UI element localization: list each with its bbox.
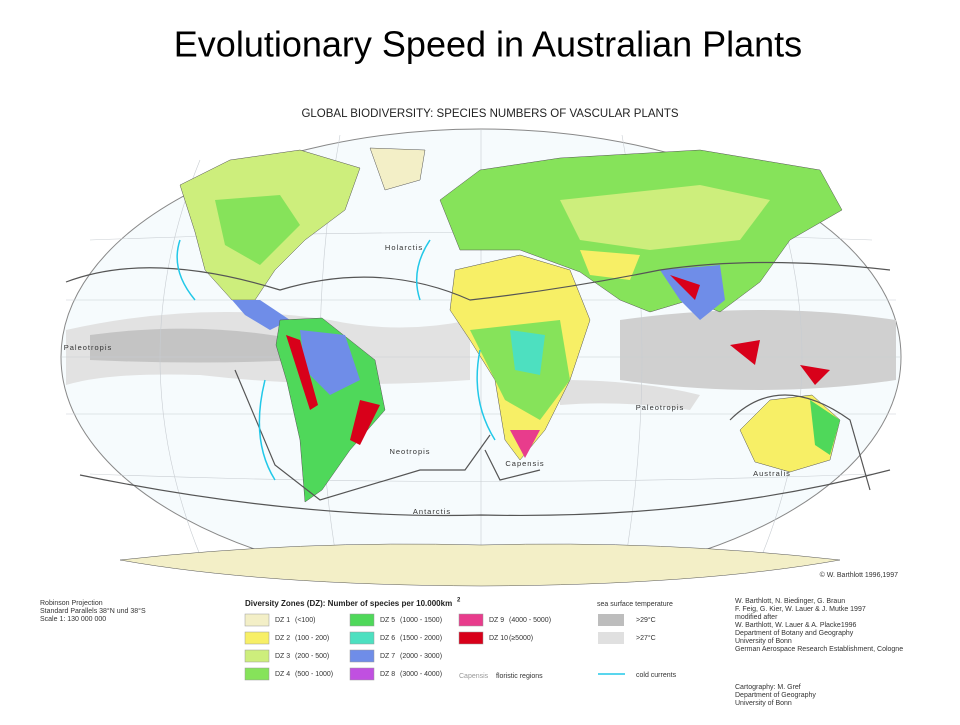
sst-swatch (598, 632, 624, 644)
zone-range: (<100) (295, 617, 315, 624)
zone-swatch (244, 631, 270, 645)
credit-line: German Aerospace Research Establishment,… (735, 646, 903, 653)
zone-label: DZ 8 (380, 671, 395, 678)
zone-swatch (458, 613, 484, 627)
zone-swatch (349, 613, 375, 627)
zone-label: DZ 5 (380, 617, 395, 624)
region-label: Neotropis (389, 447, 430, 456)
cartography-line: Cartography: M. Gref (735, 684, 801, 691)
sst-label: >27°C (636, 634, 656, 642)
zone-swatch (349, 667, 375, 681)
sst-band (560, 380, 700, 410)
region-fill (215, 195, 300, 265)
zone-swatch (458, 631, 484, 645)
zone-label: DZ 9 (489, 617, 504, 624)
region-labels: Holarctis Paleotropis Neotropis Capensis Pal… (64, 243, 791, 516)
floristic-boundaries (65, 261, 891, 517)
zone-swatch (244, 613, 270, 627)
sst-swatch (598, 614, 624, 626)
hotspot (510, 430, 540, 458)
region-label: Holarctis (385, 243, 423, 252)
credit-line: W. Barthlott, N. Biedinger, G. Braun (735, 598, 845, 605)
region-label: Paleotropis (64, 343, 113, 352)
projection-line: Standard Parallels 38°N und 38°S (40, 607, 146, 615)
zone-swatch (244, 667, 270, 681)
sst-label: >29°C (636, 616, 656, 624)
region-fill (510, 330, 545, 375)
map-heading: GLOBAL BIODIVERSITY: SPECIES NUMBERS OF … (301, 108, 678, 120)
cartography-line: Department of Geography (735, 692, 816, 699)
zones-title-sup: 2 (457, 598, 461, 604)
zone-range: (1500 - 2000) (400, 635, 442, 642)
zone-range: (100 - 200) (295, 635, 329, 642)
region-fill (560, 185, 770, 250)
hotspot (670, 275, 830, 385)
zone-label: DZ 6 (380, 635, 395, 642)
zone-swatch (349, 631, 375, 645)
credit-line: University of Bonn (735, 638, 792, 645)
antarctica (119, 543, 841, 587)
greenland (369, 147, 426, 191)
zone-range: (3000 - 4000) (400, 671, 442, 678)
zone-range: (≥5000) (509, 635, 533, 642)
zone-label: DZ 7 (380, 653, 395, 660)
cold-currents (176, 239, 496, 481)
zone-range: (200 - 500) (295, 653, 329, 660)
legend: Diversity Zones (DZ): Number of species … (40, 598, 903, 707)
region-fill (810, 400, 840, 455)
zone-swatch (349, 649, 375, 663)
cartography-line: University of Bonn (735, 700, 792, 707)
projection-line: Scale 1: 130 000 000 (40, 616, 106, 623)
floristic-text: floristic regions (496, 673, 543, 680)
zone-label: DZ 4 (275, 671, 290, 678)
zone-range: (500 - 1000) (295, 671, 333, 678)
slide-title: Evolutionary Speed in Australian Plants (174, 24, 802, 65)
cold-currents-label: cold currents (636, 672, 677, 679)
zone-label: DZ 2 (275, 635, 290, 642)
map (60, 128, 902, 587)
credit-line: Department of Botany and Geography (735, 630, 854, 637)
credit-line: F. Feig, G. Kier, W. Lauer & J. Mutke 19… (735, 606, 866, 613)
hotspot (286, 335, 380, 445)
credit-line: W. Barthlott, W. Lauer & A. Placke1996 (735, 622, 857, 629)
zone-label: DZ 1 (275, 617, 290, 624)
region-label: Paleotropis (636, 403, 685, 412)
floristic-sample: Capensis (459, 673, 489, 680)
zones-title: Diversity Zones (DZ): Number of species … (245, 599, 452, 608)
zone-range: (4000 - 5000) (509, 617, 551, 624)
zone-range: (2000 - 3000) (400, 653, 442, 660)
zone-range: (1000 - 1500) (400, 617, 442, 624)
projection-line: Robinson Projection (40, 600, 103, 607)
sst-band (90, 328, 300, 363)
region-label: Antarctis (413, 507, 451, 516)
region-fill (300, 330, 360, 395)
region-label: Capensis (505, 459, 544, 468)
region-label: Australis (753, 469, 791, 478)
zone-label: DZ 10 (489, 635, 508, 642)
region-fill (580, 250, 640, 280)
central-america (232, 300, 290, 330)
zone-swatch (244, 649, 270, 663)
credit-line: modified after (735, 614, 778, 621)
sst-title: sea surface temperature (597, 601, 673, 608)
zone-label: DZ 3 (275, 653, 290, 660)
map-copyright: © W. Barthlott 1996,1997 (820, 571, 898, 579)
